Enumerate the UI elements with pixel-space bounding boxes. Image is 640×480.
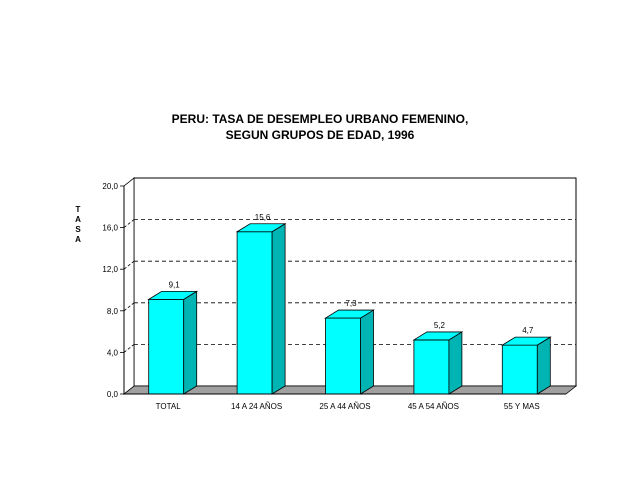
bar-front bbox=[413, 339, 450, 395]
y-tick-label: 4,0 bbox=[107, 348, 119, 357]
bar-front bbox=[501, 344, 538, 395]
bar-top bbox=[500, 336, 552, 346]
chart-side-wall bbox=[123, 177, 135, 395]
x-category-label: 55 Y MAS bbox=[504, 402, 540, 411]
bar-front bbox=[325, 317, 361, 395]
y-tick-label: 0,0 bbox=[107, 390, 119, 399]
data-label: 7,3 bbox=[345, 299, 357, 308]
y-tick-label: 20,0 bbox=[102, 182, 118, 191]
y-axis-label-letter: T bbox=[76, 205, 81, 214]
chart-title-line-2: SEGUN GRUPOS DE EDAD, 1996 bbox=[225, 128, 415, 142]
x-category-label: 14 A 24 AÑOS bbox=[231, 402, 282, 411]
bar-top bbox=[235, 223, 287, 233]
bar-side bbox=[448, 331, 463, 395]
x-category-label: 45 A 54 AÑOS bbox=[408, 402, 459, 411]
bar-side bbox=[536, 336, 551, 395]
data-label: 5,2 bbox=[434, 321, 446, 330]
gridline-side bbox=[123, 219, 135, 228]
y-axis-label-letter: S bbox=[75, 225, 81, 234]
data-label: 15,6 bbox=[255, 213, 271, 222]
y-tick-label: 12,0 bbox=[102, 265, 118, 274]
chart-title: PERU: TASA DE DESEMPLEO URBANO FEMENINO,… bbox=[0, 111, 640, 143]
y-tick-label: 16,0 bbox=[102, 224, 118, 233]
gridline-side bbox=[123, 302, 135, 312]
data-label: 9,1 bbox=[169, 280, 181, 289]
x-category-label: 25 A 44 AÑOS bbox=[319, 402, 370, 411]
bar-front bbox=[148, 298, 185, 395]
bar-top bbox=[324, 309, 375, 319]
bar-side bbox=[271, 223, 286, 395]
gridline-side bbox=[123, 344, 135, 353]
bar-side bbox=[183, 290, 198, 395]
data-label: 4,7 bbox=[522, 326, 534, 335]
y-axis-label-letter: A bbox=[75, 215, 81, 224]
chart-title-line-1: PERU: TASA DE DESEMPLEO URBANO FEMENINO, bbox=[171, 112, 469, 126]
y-axis-label-letter: A bbox=[75, 235, 81, 244]
bar-top bbox=[147, 290, 199, 300]
x-category-label: TOTAL bbox=[156, 402, 182, 411]
bar-side bbox=[360, 309, 374, 395]
y-tick-label: 8,0 bbox=[107, 307, 119, 316]
bar-front bbox=[236, 231, 273, 395]
gridline-side bbox=[123, 260, 135, 270]
bar-top bbox=[412, 331, 464, 341]
